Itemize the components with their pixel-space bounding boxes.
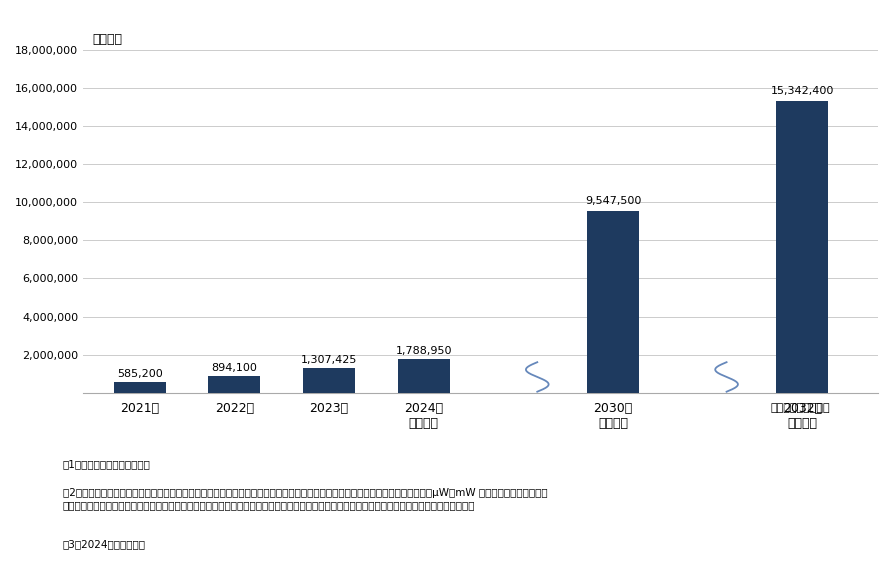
Bar [776,100,829,393]
Text: （千個）: （千個） [93,33,122,46]
Text: 15,342,400: 15,342,400 [771,86,834,96]
Text: 1,788,950: 1,788,950 [396,346,452,356]
Bar [113,381,166,393]
Bar [397,359,450,393]
Text: 1,307,425: 1,307,425 [301,355,357,365]
Text: 矢野経済研究所調べ: 矢野経済研究所調べ [771,403,830,413]
Text: 注3．2024年以降予測値: 注3．2024年以降予測値 [63,540,146,550]
Text: 585,200: 585,200 [117,369,163,379]
Bar [208,376,261,393]
Text: 9,547,500: 9,547,500 [585,196,641,206]
Text: 注1．メーカー出荷数量ベース: 注1．メーカー出荷数量ベース [63,460,150,470]
Text: 注2．エネルギーハーベスティングデバイスとは、発電素子に加えて認識（センシング）や制御、通信それぞれの機能を有し、主にμW、mW レベルの発電を行うデバ
イス（: 注2．エネルギーハーベスティングデバイスとは、発電素子に加えて認識（センシング）… [63,488,547,510]
Bar [303,368,355,393]
Bar [587,211,639,393]
Text: 894,100: 894,100 [212,363,257,373]
